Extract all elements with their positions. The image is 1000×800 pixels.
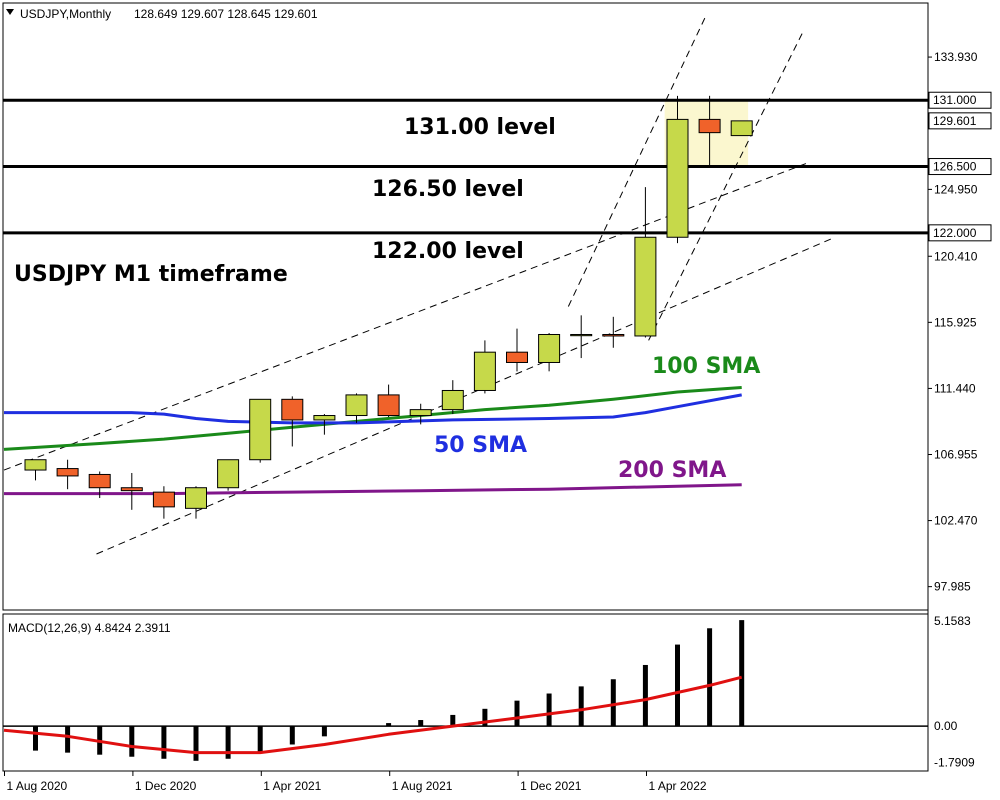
price-tick-label-4: 111.440 bbox=[934, 381, 976, 395]
macd-bar-5 bbox=[193, 726, 199, 761]
trendline-3 bbox=[648, 32, 804, 341]
time-tick-label-1: 1 Dec 2020 bbox=[135, 779, 197, 793]
time-tick-label-0: 1 Aug 2020 bbox=[7, 779, 68, 793]
level-122-label: 122.00 level bbox=[372, 239, 524, 264]
level-price-label-0: 131.000 bbox=[933, 93, 977, 107]
macd-header: MACD(12,26,9) 4.8424 2.3911 bbox=[8, 621, 171, 635]
macd-bar-11 bbox=[386, 723, 392, 727]
candle-body-13 bbox=[441, 389, 464, 411]
macd-signal-line bbox=[3, 675, 743, 755]
time-tick-label-2: 1 Apr 2021 bbox=[263, 779, 321, 793]
candle-body-17 bbox=[570, 333, 593, 337]
level-price-label-1: 126.500 bbox=[933, 160, 977, 174]
candle-body-4 bbox=[152, 491, 175, 508]
time-tick-label-3: 1 Aug 2021 bbox=[392, 779, 453, 793]
macd-bar-13 bbox=[450, 714, 456, 727]
trendline-2 bbox=[567, 14, 707, 307]
candle-body-9 bbox=[313, 415, 336, 421]
price-tick-label-0: 133.930 bbox=[934, 50, 978, 64]
macd-bar-6 bbox=[225, 726, 231, 759]
macd-bar-15 bbox=[514, 700, 520, 727]
candle-body-14 bbox=[473, 351, 496, 391]
macd-bar-4 bbox=[161, 726, 167, 759]
sma100-line bbox=[3, 386, 742, 451]
level-price-box-1 bbox=[928, 158, 992, 176]
price-tick-label-7: 97.985 bbox=[934, 580, 971, 594]
macd-bar-16 bbox=[546, 693, 552, 727]
sma50-line bbox=[4, 393, 742, 425]
macd-bar-20 bbox=[675, 644, 680, 727]
sma200-line bbox=[4, 483, 742, 496]
level-131-label: 131.00 level bbox=[404, 115, 556, 140]
candle-body-3 bbox=[120, 487, 143, 492]
candle-body-16 bbox=[538, 333, 561, 363]
time-tick-label-5: 1 Apr 2022 bbox=[649, 779, 707, 793]
candle-body-19 bbox=[634, 236, 657, 337]
macd-bar-8 bbox=[289, 726, 295, 745]
macd-bar-19 bbox=[642, 664, 648, 727]
candle-body-10 bbox=[345, 394, 368, 417]
candle-body-18 bbox=[602, 333, 625, 337]
macd-bar-0 bbox=[33, 726, 38, 751]
main-plot-frame bbox=[2, 2, 929, 611]
macd-bar-12 bbox=[418, 720, 424, 727]
candle-body-6 bbox=[217, 459, 240, 489]
macd-bar-18 bbox=[610, 679, 616, 727]
candle-body-21 bbox=[698, 118, 721, 134]
symbol-label: USDJPY,Monthly bbox=[20, 7, 111, 21]
candle-body-15 bbox=[506, 351, 528, 363]
macd-tick-label-2: -1.7909 bbox=[934, 756, 975, 770]
level-price-box-2 bbox=[928, 224, 992, 242]
chart-title: USDJPY M1 timeframe bbox=[14, 262, 288, 287]
candle-body-0 bbox=[24, 459, 47, 471]
level-price-box-0 bbox=[928, 91, 992, 109]
price-tick-label-5: 106.955 bbox=[934, 447, 978, 461]
time-tick-label-4: 1 Dec 2021 bbox=[520, 779, 582, 793]
macd-bar-17 bbox=[578, 686, 584, 727]
macd-bar-9 bbox=[321, 726, 327, 737]
macd-bar-22 bbox=[739, 620, 745, 727]
macd-tick-label-0: 5.1583 bbox=[934, 614, 971, 628]
current-price-box bbox=[928, 112, 992, 130]
macd-bar-21 bbox=[707, 628, 713, 727]
macd-bar-3 bbox=[129, 726, 135, 757]
current-price-label: 129.601 bbox=[933, 114, 977, 128]
trendline-0 bbox=[96, 238, 832, 555]
dropdown-triangle-icon[interactable] bbox=[6, 9, 14, 15]
candle-body-11 bbox=[377, 394, 400, 417]
level-price-label-2: 122.000 bbox=[933, 226, 977, 240]
candle-body-20 bbox=[666, 118, 689, 238]
sma50-label: 50 SMA bbox=[434, 433, 527, 458]
price-tick-label-2: 120.410 bbox=[934, 249, 978, 263]
candle-body-2 bbox=[88, 473, 111, 489]
macd-bar-7 bbox=[257, 726, 263, 753]
candle-body-7 bbox=[249, 398, 272, 461]
level-126-label: 126.50 level bbox=[372, 177, 524, 202]
ohlc-values: 128.649 129.607 128.645 129.601 bbox=[134, 7, 318, 21]
candle-body-5 bbox=[185, 487, 207, 509]
candle-body-12 bbox=[409, 409, 432, 417]
macd-bar-1 bbox=[65, 726, 71, 753]
sma200-label: 200 SMA bbox=[618, 458, 726, 483]
sma100-label: 100 SMA bbox=[652, 354, 760, 379]
candle-body-1 bbox=[56, 468, 79, 477]
candle-body-8 bbox=[281, 398, 304, 421]
price-tick-label-6: 102.470 bbox=[934, 514, 978, 528]
macd-bar-14 bbox=[482, 708, 488, 727]
price-tick-label-3: 115.925 bbox=[934, 315, 977, 329]
price-tick-label-1: 124.950 bbox=[934, 182, 978, 196]
macd-tick-label-1: 0.00 bbox=[934, 719, 958, 733]
candle-body-22 bbox=[730, 120, 753, 137]
